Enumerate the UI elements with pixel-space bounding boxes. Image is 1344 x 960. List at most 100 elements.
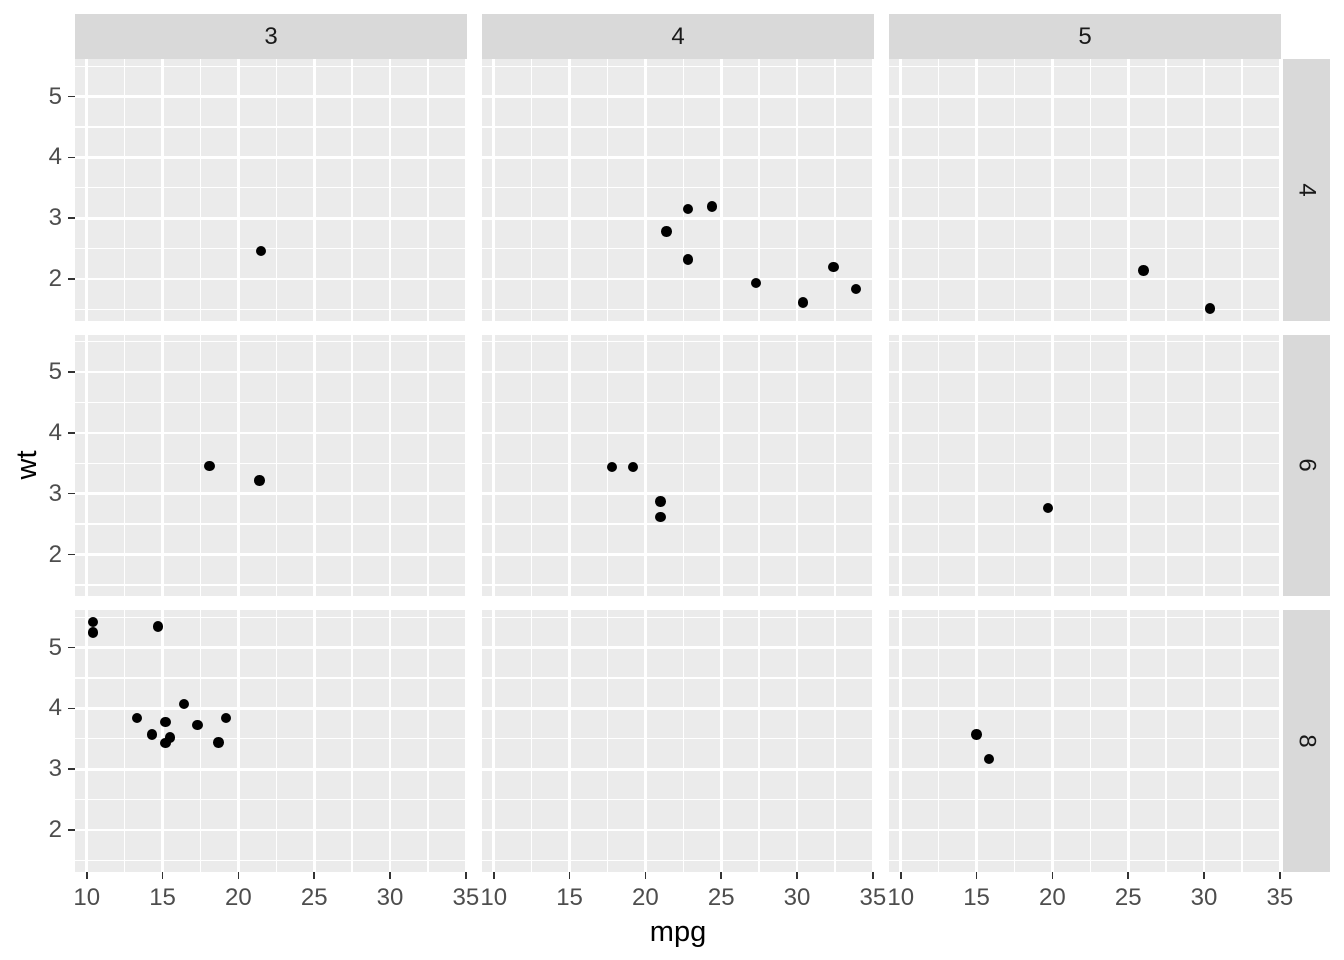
major-gridline-x: [237, 610, 240, 872]
major-gridline-y: [482, 646, 874, 649]
minor-gridline-x: [682, 610, 684, 872]
major-gridline-y: [75, 277, 467, 281]
data-point: [1138, 265, 1149, 276]
minor-gridline-x: [275, 59, 277, 321]
major-gridline-x: [719, 334, 723, 596]
x-tick-mark: [86, 871, 88, 879]
y-tick-label: 4: [48, 694, 62, 722]
data-point: [828, 261, 839, 273]
x-tick-label: 15: [556, 883, 583, 911]
minor-gridline-x: [1089, 59, 1091, 321]
minor-gridline-y: [482, 308, 874, 311]
minor-gridline-y: [75, 738, 467, 740]
x-tick-mark: [313, 871, 315, 879]
major-gridline-x: [312, 59, 316, 321]
x-tick-label: 20: [1039, 883, 1066, 911]
major-gridline-y: [889, 156, 1281, 159]
x-tick-mark: [720, 871, 722, 879]
x-tick-mark: [389, 871, 391, 879]
major-gridline-x: [644, 610, 647, 872]
major-gridline-x: [1051, 59, 1054, 321]
y-tick-label: 5: [48, 358, 62, 386]
y-tick-label: 2: [48, 816, 62, 843]
facet-row-strip: 4: [1283, 59, 1330, 321]
data-point: [178, 698, 189, 710]
x-tick-label: 10: [73, 883, 101, 911]
minor-gridline-x: [427, 610, 429, 872]
y-tick-label: 3: [48, 479, 62, 507]
minor-gridline-y: [889, 584, 1281, 586]
major-gridline-x: [492, 334, 496, 596]
minor-gridline-y: [75, 859, 467, 862]
data-point: [983, 753, 994, 765]
minor-gridline-y: [482, 187, 874, 189]
x-tick-mark: [465, 871, 467, 879]
minor-gridline-y: [889, 462, 1281, 464]
x-tick-mark: [1127, 871, 1129, 879]
major-gridline-x: [85, 334, 89, 596]
minor-gridline-x: [682, 334, 684, 596]
data-point: [160, 716, 171, 727]
data-point: [797, 297, 809, 308]
major-gridline-x: [795, 610, 799, 872]
major-gridline-y: [482, 492, 874, 496]
major-gridline-y: [482, 277, 874, 281]
major-gridline-y: [889, 553, 1281, 556]
minor-gridline-y: [75, 462, 467, 464]
major-gridline-y: [889, 767, 1281, 771]
minor-gridline-y: [75, 126, 467, 128]
major-gridline-x: [1126, 610, 1130, 872]
x-tick-mark: [237, 871, 240, 879]
major-gridline-x: [719, 59, 723, 321]
minor-gridline-y: [75, 65, 467, 67]
minor-gridline-y: [482, 462, 874, 464]
minor-gridline-y: [482, 798, 874, 801]
x-tick-mark: [975, 871, 978, 879]
minor-gridline-y: [75, 187, 467, 189]
y-tick-label: 3: [48, 204, 62, 232]
minor-gridline-x: [531, 334, 533, 596]
minor-gridline-x: [124, 59, 126, 321]
major-gridline-y: [482, 95, 874, 98]
major-gridline-x: [899, 334, 903, 596]
facet-panel: [75, 334, 467, 596]
x-tick-mark: [1279, 871, 1281, 879]
minor-gridline-y: [889, 341, 1281, 343]
data-point: [655, 511, 666, 523]
major-gridline-x: [464, 59, 467, 321]
major-gridline-x: [795, 334, 799, 596]
y-tick-label: 4: [48, 418, 62, 446]
x-tick-mark: [1203, 871, 1205, 879]
x-axis-title: mpg: [649, 916, 707, 948]
minor-gridline-x: [758, 59, 760, 321]
x-tick-label: 25: [1114, 883, 1142, 911]
facet-panel: [75, 610, 467, 872]
major-gridline-y: [482, 156, 874, 159]
minor-gridline-y: [75, 798, 467, 801]
major-gridline-y: [75, 553, 467, 556]
major-gridline-x: [237, 334, 240, 596]
minor-gridline-x: [1241, 334, 1243, 596]
y-tick-label: 3: [48, 755, 62, 783]
facet-panel: [889, 59, 1281, 321]
minor-gridline-x: [834, 610, 836, 872]
major-gridline-y: [889, 95, 1281, 98]
major-gridline-x: [568, 59, 571, 321]
data-point: [682, 203, 694, 215]
data-point: [146, 729, 158, 740]
major-gridline-y: [482, 553, 874, 556]
facet-row-label: 4: [1293, 183, 1321, 197]
major-gridline-x: [85, 610, 89, 872]
major-gridline-y: [75, 370, 467, 374]
x-tick-label: 30: [1190, 883, 1218, 911]
minor-gridline-y: [889, 738, 1281, 740]
minor-gridline-x: [531, 610, 533, 872]
data-point: [971, 729, 982, 740]
major-gridline-x: [237, 59, 240, 321]
minor-gridline-x: [275, 334, 277, 596]
major-gridline-x: [568, 610, 571, 872]
minor-gridline-y: [889, 859, 1281, 862]
major-gridline-x: [871, 59, 874, 321]
y-tick-label: 5: [48, 82, 62, 110]
major-gridline-x: [1278, 334, 1281, 596]
